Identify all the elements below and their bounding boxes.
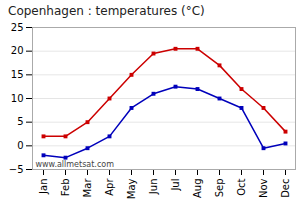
svg-text:10: 10 <box>11 93 24 104</box>
svg-text:Apr: Apr <box>104 178 115 196</box>
svg-text:www.allmetsat.com: www.allmetsat.com <box>36 160 115 169</box>
svg-text:Mar: Mar <box>82 178 93 198</box>
svg-text:Jan: Jan <box>38 179 49 195</box>
svg-text:Dec: Dec <box>280 179 291 198</box>
svg-text:−5: −5 <box>9 164 24 175</box>
svg-text:Aug: Aug <box>192 179 203 199</box>
svg-text:Nov: Nov <box>258 178 269 198</box>
html-text:Copenhagen : temperatures (°C): Copenhagen : temperatures (°C) <box>8 4 205 18</box>
svg-text:20: 20 <box>11 45 24 56</box>
svg-text:Jul: Jul <box>170 179 181 192</box>
svg-text:Feb: Feb <box>60 179 71 197</box>
svg-text:0: 0 <box>17 140 23 151</box>
svg-text:5: 5 <box>17 116 23 127</box>
svg-text:Oct: Oct <box>236 178 247 195</box>
svg-text:Jun: Jun <box>148 179 159 196</box>
svg-text:15: 15 <box>11 69 24 80</box>
svg-text:Sep: Sep <box>214 179 225 198</box>
svg-text:May: May <box>126 178 137 199</box>
svg-text:25: 25 <box>11 22 24 33</box>
